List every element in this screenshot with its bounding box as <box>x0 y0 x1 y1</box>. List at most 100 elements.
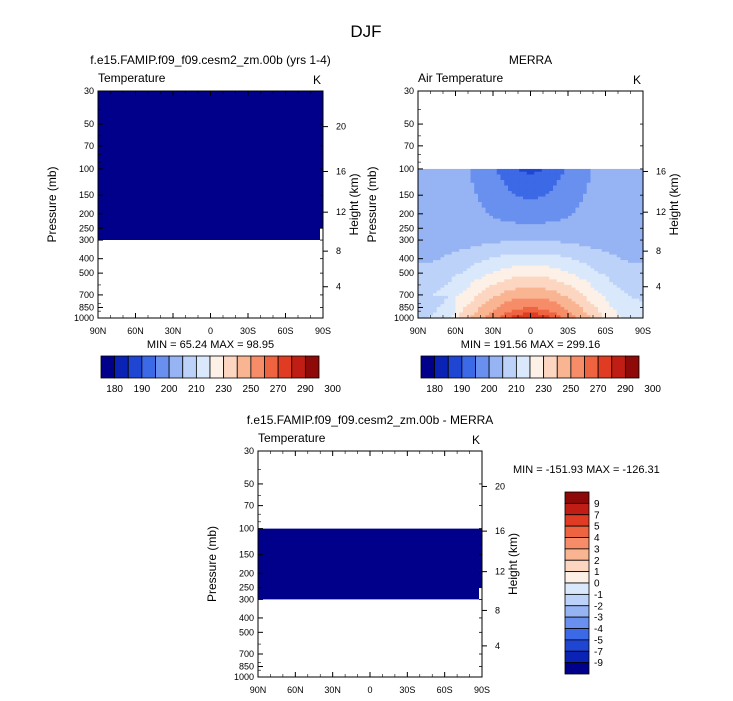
field-cell <box>534 254 539 258</box>
field-cell <box>560 293 565 297</box>
field-cell <box>448 254 453 258</box>
field-cell <box>511 215 517 220</box>
field-cell <box>624 221 629 225</box>
field-cell <box>500 271 505 275</box>
field-cell <box>418 177 423 181</box>
field-cell <box>560 309 565 314</box>
field-cell <box>436 202 442 206</box>
field-cell <box>500 265 505 269</box>
field-cell <box>594 246 599 250</box>
field-cell <box>448 315 453 319</box>
field-cell <box>530 224 535 228</box>
field-cell <box>519 293 524 297</box>
field-cell <box>421 193 427 198</box>
field-cell <box>553 177 558 181</box>
field-cell <box>598 268 603 272</box>
field-cell <box>579 306 584 311</box>
field-cell <box>605 304 610 308</box>
field-cell <box>496 315 502 319</box>
field-cell <box>421 185 427 189</box>
field-cell <box>418 168 423 173</box>
field-cell <box>433 210 438 214</box>
field-cell <box>444 240 449 245</box>
field-cell <box>470 273 475 278</box>
field-cell <box>586 298 592 303</box>
field-cell <box>549 213 554 217</box>
field-cell <box>519 276 524 280</box>
variable-label: Temperature <box>258 431 326 445</box>
field-cell <box>598 185 603 189</box>
field-cell <box>568 213 573 217</box>
field-cell <box>500 213 505 217</box>
field-cell <box>478 174 483 178</box>
field-cell <box>639 207 644 211</box>
field-cell <box>421 243 427 247</box>
field-cell <box>553 301 558 305</box>
field-cell <box>444 298 449 303</box>
field-cell <box>586 185 592 189</box>
colorbar-box <box>434 355 449 379</box>
field-cell <box>526 224 532 228</box>
field-cell <box>624 196 629 200</box>
field-cell <box>601 304 607 308</box>
field-cell <box>583 290 588 294</box>
field-cell <box>466 207 472 211</box>
field-cell <box>466 271 472 275</box>
field-cell <box>470 309 475 314</box>
field-cell <box>474 306 479 311</box>
field-cell <box>635 295 640 300</box>
field-cell <box>448 284 453 289</box>
field-cell <box>500 251 505 256</box>
field-cell <box>425 276 430 280</box>
field-cell <box>478 306 483 311</box>
field-cell <box>485 193 490 198</box>
field-cell <box>448 279 453 283</box>
field-cell <box>463 202 468 206</box>
field-cell <box>530 301 535 305</box>
field-cell <box>598 309 603 314</box>
field-cell <box>541 271 547 275</box>
field-cell <box>564 293 569 297</box>
field-cell <box>523 229 528 234</box>
field-cell <box>451 215 457 220</box>
field-cell <box>586 193 592 198</box>
field-cell <box>459 221 464 225</box>
field-cell <box>568 257 573 261</box>
field-cell <box>519 290 524 294</box>
field-cell <box>631 293 637 297</box>
field-cell <box>519 199 524 203</box>
field-cell <box>436 254 442 258</box>
field-cell <box>448 287 453 291</box>
field-cell <box>541 309 547 314</box>
field-cell <box>534 193 539 198</box>
field-cell <box>444 304 449 308</box>
field-cell <box>481 215 487 220</box>
field-cell <box>538 290 543 294</box>
field-cell <box>504 295 509 300</box>
field-cell <box>571 293 577 297</box>
field-cell <box>474 240 479 245</box>
field-cell <box>541 229 547 234</box>
field-cell <box>526 260 532 264</box>
field-cell <box>571 309 577 314</box>
field-cell <box>590 226 595 231</box>
field-cell <box>478 265 483 269</box>
field-cell <box>530 177 535 181</box>
field-cell <box>485 240 490 245</box>
field-cell <box>511 279 517 283</box>
field-cell <box>549 243 554 247</box>
field-cell <box>590 293 595 297</box>
field-cell <box>639 196 644 200</box>
field-cell <box>511 306 517 311</box>
field-cell <box>425 290 430 294</box>
field-cell <box>605 276 610 280</box>
field-cell <box>594 251 599 256</box>
field-cell <box>534 213 539 217</box>
field-cell <box>523 185 528 189</box>
field-cell <box>583 246 588 250</box>
field-cell <box>448 226 453 231</box>
field-cell <box>594 282 599 286</box>
field-cell <box>628 254 633 258</box>
field-cell <box>444 232 449 236</box>
field-cell <box>613 224 618 228</box>
